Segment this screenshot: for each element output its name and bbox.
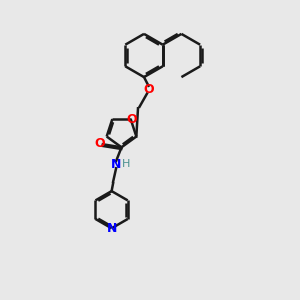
Text: H: H [122,159,130,169]
Text: O: O [126,112,136,126]
Text: O: O [94,137,105,150]
Text: N: N [106,222,117,235]
Text: O: O [143,83,154,96]
Text: N: N [111,158,121,171]
